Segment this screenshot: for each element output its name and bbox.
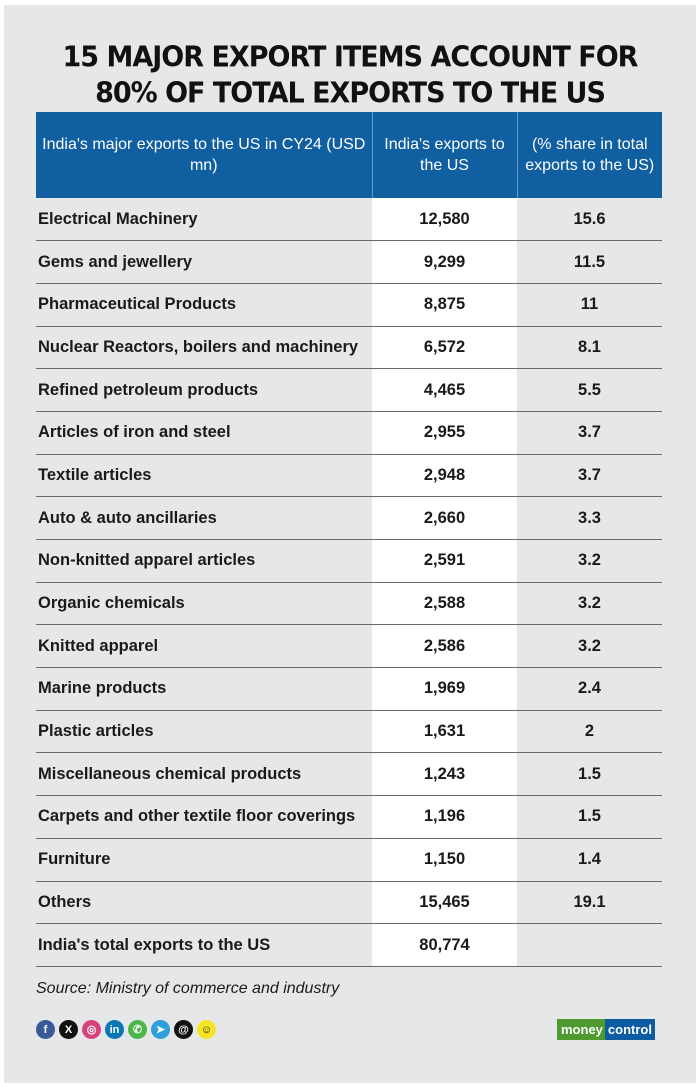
- export-value: 4,465: [372, 368, 517, 412]
- item-name: Knitted apparel: [36, 624, 372, 669]
- export-value: 15,465: [372, 881, 517, 925]
- table-row: Marine products 1,969 2.4: [36, 667, 662, 711]
- export-value: 2,660: [372, 496, 517, 540]
- table-row: Others 15,465 19.1: [36, 881, 662, 925]
- item-name: Auto & auto ancillaries: [36, 496, 372, 540]
- table-row: Articles of iron and steel 2,955 3.7: [36, 411, 662, 455]
- item-name: Furniture: [36, 838, 372, 882]
- share-percent: 3.3: [517, 496, 662, 540]
- column-header: India's exports to the US: [371, 112, 517, 198]
- column-header: India's major exports to the US in CY24 …: [36, 112, 372, 198]
- item-name: Organic chemicals: [36, 582, 372, 626]
- export-value: 80,774: [372, 923, 517, 967]
- export-value: 12,580: [372, 198, 517, 242]
- item-name: Others: [36, 881, 372, 925]
- share-percent: [517, 923, 662, 967]
- table-row: Refined petroleum products 4,465 5.5: [36, 368, 662, 412]
- export-value: 1,969: [372, 667, 517, 711]
- export-value: 2,586: [372, 624, 517, 669]
- table-row: Gems and jewellery 9,299 11.5: [36, 240, 662, 284]
- item-name: Plastic articles: [36, 710, 372, 754]
- export-value: 1,196: [372, 795, 517, 839]
- share-percent: 3.7: [517, 411, 662, 455]
- whatsapp-icon[interactable]: ✆: [128, 1020, 147, 1039]
- share-percent: 11.5: [517, 240, 662, 284]
- export-value: 1,150: [372, 838, 517, 882]
- telegram-icon[interactable]: ➤: [151, 1020, 170, 1039]
- table-row: India's total exports to the US 80,774: [36, 923, 662, 967]
- table-row: Textile articles 2,948 3.7: [36, 454, 662, 498]
- item-name: India's total exports to the US: [36, 923, 372, 967]
- export-value: 1,243: [372, 752, 517, 797]
- share-percent: 3.2: [517, 624, 662, 669]
- table-row: Electrical Machinery 12,580 15.6: [36, 198, 662, 242]
- share-percent: 8.1: [517, 326, 662, 370]
- table-row: Organic chemicals 2,588 3.2: [36, 582, 662, 626]
- item-name: Marine products: [36, 667, 372, 711]
- title-line: 80% OF TOTAL EXPORTS TO THE US: [95, 77, 606, 110]
- item-name: Carpets and other textile floor covering…: [36, 795, 372, 839]
- item-name: Non-knitted apparel articles: [36, 539, 372, 583]
- snapchat-icon[interactable]: ☺: [197, 1020, 216, 1039]
- source-note: Source: Ministry of commerce and industr…: [36, 980, 340, 997]
- table-row: Auto & auto ancillaries 2,660 3.3: [36, 496, 662, 540]
- table-row: Plastic articles 1,631 2: [36, 710, 662, 754]
- export-value: 2,955: [372, 411, 517, 455]
- logo-part: money: [557, 1019, 605, 1040]
- export-value: 2,591: [372, 539, 517, 583]
- share-percent: 5.5: [517, 368, 662, 412]
- share-percent: 1.4: [517, 838, 662, 882]
- moneycontrol-logo: money control: [557, 1019, 655, 1040]
- share-percent: 3.7: [517, 454, 662, 498]
- linkedin-icon[interactable]: in: [105, 1020, 124, 1039]
- share-percent: 15.6: [517, 198, 662, 242]
- exports-table: India's major exports to the US in CY24 …: [36, 112, 662, 967]
- share-percent: 1.5: [517, 795, 662, 839]
- export-value: 2,948: [372, 454, 517, 498]
- item-name: Refined petroleum products: [36, 368, 372, 412]
- table-row: Non-knitted apparel articles 2,591 3.2: [36, 539, 662, 583]
- share-percent: 11: [517, 283, 662, 327]
- table-row: Carpets and other textile floor covering…: [36, 795, 662, 839]
- table-row: Miscellaneous chemical products 1,243 1.5: [36, 752, 662, 797]
- item-name: Pharmaceutical Products: [36, 283, 372, 327]
- page-title: 15 MAJOR EXPORT ITEMS ACCOUNT FOR 80% OF…: [0, 40, 700, 111]
- title-line: 15 MAJOR EXPORT ITEMS ACCOUNT FOR: [62, 41, 639, 74]
- share-percent: 2: [517, 710, 662, 754]
- item-name: Textile articles: [36, 454, 372, 498]
- facebook-icon[interactable]: f: [36, 1020, 55, 1039]
- share-percent: 3.2: [517, 539, 662, 583]
- export-value: 2,588: [372, 582, 517, 626]
- share-percent: 2.4: [517, 667, 662, 711]
- table-row: Knitted apparel 2,586 3.2: [36, 624, 662, 669]
- item-name: Nuclear Reactors, boilers and machinery: [36, 326, 372, 370]
- social-icons: f X ◎ in ✆ ➤ @ ☺: [36, 1020, 216, 1039]
- export-value: 8,875: [372, 283, 517, 327]
- logo-part: control: [604, 1019, 655, 1040]
- instagram-icon[interactable]: ◎: [82, 1020, 101, 1039]
- item-name: Gems and jewellery: [36, 240, 372, 284]
- table-row: Furniture 1,150 1.4: [36, 838, 662, 882]
- export-value: 1,631: [372, 710, 517, 754]
- column-header: (% share in total exports to the US): [516, 112, 662, 198]
- table-row: Pharmaceutical Products 8,875 11: [36, 283, 662, 327]
- share-percent: 19.1: [517, 881, 662, 925]
- item-name: Electrical Machinery: [36, 198, 372, 242]
- item-name: Articles of iron and steel: [36, 411, 372, 455]
- share-percent: 1.5: [517, 752, 662, 797]
- x-icon[interactable]: X: [59, 1020, 78, 1039]
- export-value: 9,299: [372, 240, 517, 284]
- item-name: Miscellaneous chemical products: [36, 752, 372, 797]
- export-value: 6,572: [372, 326, 517, 370]
- threads-icon[interactable]: @: [174, 1020, 193, 1039]
- share-percent: 3.2: [517, 582, 662, 626]
- table-row: Nuclear Reactors, boilers and machinery 6…: [36, 326, 662, 370]
